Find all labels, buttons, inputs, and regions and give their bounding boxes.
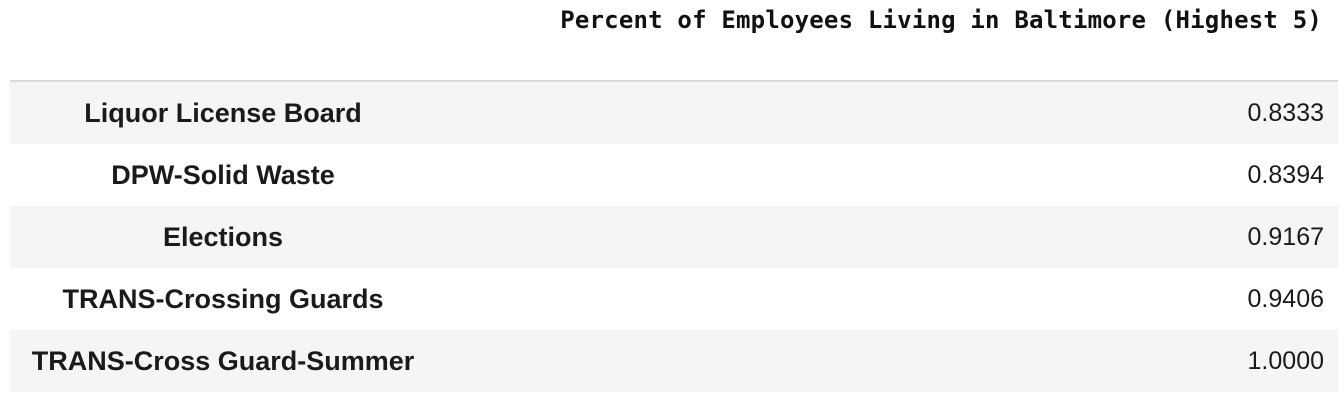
table-caption: Percent of Employees Living in Baltimore… — [560, 6, 1322, 34]
row-label: TRANS-Crossing Guards — [62, 283, 384, 314]
row-label: TRANS-Cross Guard-Summer — [31, 345, 415, 376]
row-value: 0.8333 — [1247, 98, 1324, 127]
row-label: Elections — [162, 221, 284, 252]
table-row: TRANS-Crossing Guards 0.9406 — [10, 268, 1338, 330]
table-row: DPW-Solid Waste 0.8394 — [10, 144, 1338, 206]
row-value: 0.8394 — [1247, 160, 1324, 189]
row-value: 0.9167 — [1247, 222, 1324, 251]
table-row: Elections 0.9167 — [10, 206, 1338, 268]
table-row: TRANS-Cross Guard-Summer 1.0000 — [10, 330, 1338, 392]
data-table: Liquor License Board 0.8333 DPW-Solid Wa… — [10, 82, 1338, 392]
table-row: Liquor License Board 0.8333 — [10, 82, 1338, 144]
row-label: DPW-Solid Waste — [111, 159, 335, 190]
row-value: 1.0000 — [1247, 346, 1324, 375]
row-label: Liquor License Board — [84, 97, 362, 128]
row-value: 0.9406 — [1247, 284, 1324, 313]
data-table-container: Liquor License Board 0.8333 DPW-Solid Wa… — [10, 80, 1338, 392]
